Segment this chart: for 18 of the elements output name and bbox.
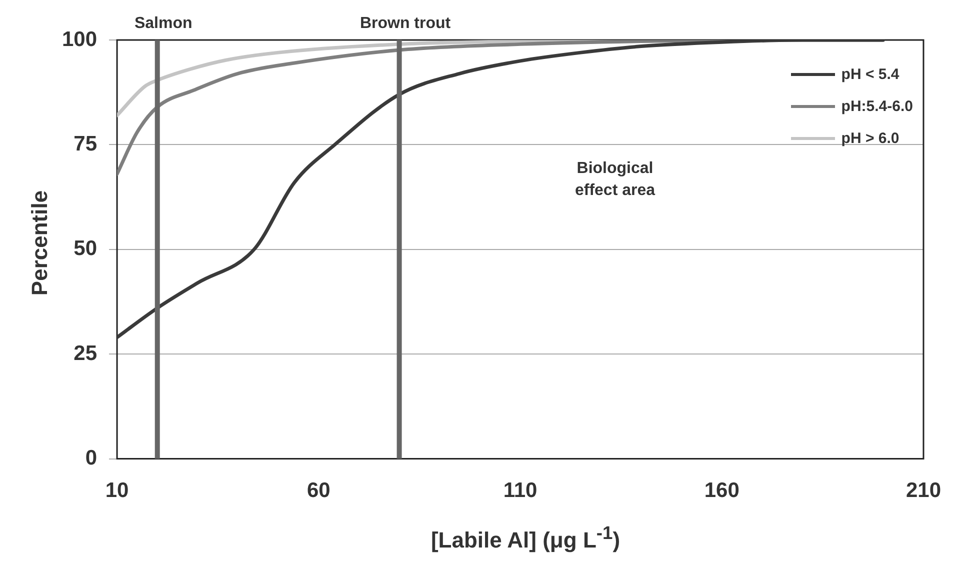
legend-label: pH < 5.4 (841, 66, 900, 82)
x-tick-label: 60 (306, 479, 330, 502)
x-tick-label: 110 (503, 479, 538, 502)
y-axis-title: Percentile (27, 189, 53, 298)
y-tick-label: 50 (74, 237, 98, 260)
x-tick-label: 10 (105, 479, 129, 502)
y-tick-label: 75 (74, 132, 98, 156)
x-tick-label: 210 (906, 479, 942, 502)
y-tick-label: 100 (62, 28, 98, 51)
y-tick-label: 0 (85, 446, 98, 470)
y-tick-label: 25 (74, 342, 98, 365)
legend-label: pH > 6.0 (841, 130, 900, 146)
annotation: Biological effect area (574, 159, 656, 201)
ref-line-label: Brown trout (360, 15, 452, 32)
ref-line-label: Salmon (134, 15, 192, 32)
legend-label: pH:5.4-6.0 (841, 98, 913, 114)
x-axis-title: [Labile Al] (μg L$^{-1}$) (430, 522, 622, 554)
x-tick-label: 160 (704, 479, 740, 502)
